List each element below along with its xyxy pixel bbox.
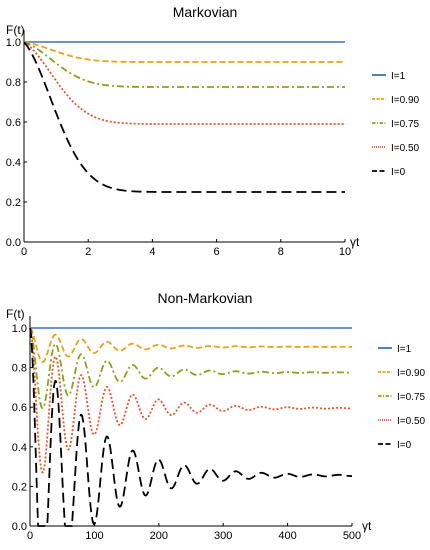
legend-label: I=0 — [397, 440, 412, 451]
y-axis-label: F(t) — [6, 307, 25, 321]
series-group — [29, 327, 352, 527]
y-tick-label: 0.2 — [12, 481, 27, 493]
x-tick-label: 200 — [150, 530, 168, 542]
series-line — [23, 41, 345, 88]
x-tick-label: 0 — [27, 530, 33, 542]
series-line — [23, 41, 345, 125]
x-tick-label: 0 — [21, 246, 27, 258]
legend-label: I=0 — [391, 167, 406, 178]
legend-label: I=1 — [391, 71, 406, 82]
legend: I=1 I=0.90 I=0.75 I=0.50 I=0 — [372, 71, 420, 178]
y-ticks: 0.0 0.2 0.4 0.6 0.8 1.0 — [6, 37, 27, 249]
legend-label: I=1 — [397, 344, 412, 355]
y-tick-label: 1.0 — [6, 37, 21, 49]
non-markovian-chart: Non-Markovian F(t) γt 0 100 200 300 400 500 0… — [6, 290, 426, 542]
x-tick-label: 100 — [85, 530, 103, 542]
chart-title: Non-Markovian — [158, 290, 253, 306]
y-tick-label: 0.8 — [12, 363, 27, 375]
series-line — [23, 41, 345, 193]
series-line — [29, 327, 352, 410]
x-tick-label: 4 — [149, 246, 155, 258]
x-tick-label: 300 — [214, 530, 232, 542]
x-tick-label: 10 — [339, 246, 351, 258]
x-ticks: 0 100 200 300 400 500 — [27, 523, 361, 542]
legend-label: I=0.75 — [391, 119, 420, 130]
x-tick-label: 8 — [278, 246, 284, 258]
legend-label: I=0.90 — [391, 95, 420, 106]
y-tick-label: 0.0 — [12, 521, 27, 533]
legend-label: I=0.75 — [397, 392, 426, 403]
series-group — [23, 41, 345, 193]
series-line — [23, 41, 345, 63]
y-tick-label: 0.4 — [6, 157, 21, 169]
y-tick-label: 0.4 — [12, 442, 27, 454]
y-ticks: 0.0 0.2 0.4 0.6 0.8 1.0 — [12, 323, 33, 533]
x-tick-label: 2 — [85, 246, 91, 258]
chart-title: Markovian — [173, 4, 238, 20]
legend-label: I=0.50 — [391, 143, 420, 154]
x-tick-label: 500 — [343, 530, 361, 542]
x-axis-label: γt — [350, 235, 360, 249]
y-tick-label: 0.6 — [12, 402, 27, 414]
y-axis-label: F(t) — [6, 23, 25, 37]
x-tick-label: 6 — [214, 246, 220, 258]
y-tick-label: 0.0 — [6, 237, 21, 249]
markovian-chart: Markovian F(t) γt 0 2 4 6 8 10 0.00.20.40.60.… — [6, 4, 420, 258]
series-line — [29, 327, 352, 474]
legend-label: I=0.90 — [397, 368, 426, 379]
x-axis-label: γt — [362, 519, 372, 533]
legend: I=1 I=0.90 I=0.75 I=0.50 I=0 — [378, 344, 426, 451]
legend-label: I=0.50 — [397, 416, 426, 427]
y-tick-label: 0.2 — [6, 197, 21, 209]
y-tick-label: 0.6 — [6, 117, 21, 129]
series-line — [29, 327, 352, 363]
x-tick-label: 400 — [278, 530, 296, 542]
x-ticks: 0 2 4 6 8 10 — [21, 239, 351, 258]
y-tick-label: 1.0 — [12, 323, 27, 335]
y-tick-label: 0.8 — [6, 77, 21, 89]
